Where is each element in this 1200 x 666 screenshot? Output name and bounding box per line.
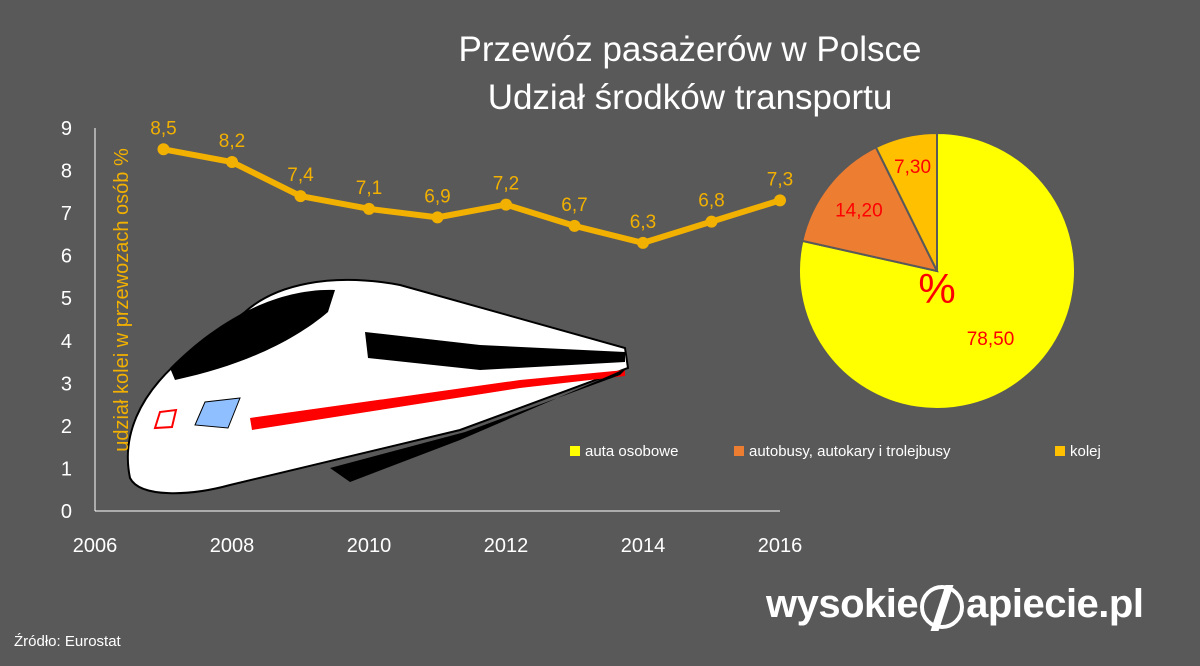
pie-label: 78,50	[967, 329, 1015, 350]
data-label: 6,3	[630, 212, 656, 233]
train-lower-skirt	[330, 368, 627, 482]
y-tick-label: 4	[61, 331, 72, 353]
pie-slice	[801, 145, 939, 273]
x-tick-label: 2012	[484, 535, 529, 557]
data-point	[226, 156, 238, 169]
pie-label: 7,30	[894, 157, 931, 178]
data-label: 6,9	[424, 186, 450, 207]
legend-swatch	[1055, 446, 1065, 456]
data-label: 8,5	[150, 118, 176, 139]
data-label: 8,2	[219, 131, 245, 152]
pie-chart: 78,50 14,20 7,30%	[798, 131, 1076, 410]
data-point	[705, 215, 718, 228]
data-label: 7,2	[493, 174, 519, 195]
data-point	[500, 198, 512, 211]
title-line-2: Udział środków transportu	[487, 78, 893, 117]
legend-label: auta osobowe	[585, 443, 678, 460]
data-point	[294, 190, 307, 203]
train-red-stripe	[250, 370, 625, 430]
x-tick-label: 2014	[621, 535, 666, 557]
data-point	[363, 202, 375, 215]
x-tick-label: 2010	[347, 535, 392, 557]
line-chart-series: 8,5 8,2 7,4 7,1 6,9 7,2 6,7 6,3 6,8 7,3	[150, 118, 793, 249]
data-point	[568, 219, 581, 232]
data-point	[157, 143, 170, 156]
train-windshield	[170, 289, 335, 380]
pie-slice	[874, 131, 938, 272]
data-label: 7,1	[356, 178, 382, 199]
line-chart-axes: 0 1 2 3 4 5 6 7 8 9 2006 2008 2010 2012 2014 2016 udział…	[61, 118, 802, 557]
y-tick-label: 1	[61, 458, 72, 480]
brand-logo: wysokie apiecie.pl	[766, 582, 1144, 629]
y-axis-label: udział kolei w przewozach osób %	[111, 148, 133, 452]
y-tick-label: 2	[61, 416, 72, 438]
brand-left: wysokie	[766, 582, 919, 626]
train-headlight	[153, 408, 178, 430]
data-point	[774, 194, 786, 207]
data-point	[637, 236, 649, 249]
lightning-icon	[920, 584, 965, 629]
data-label: 6,8	[698, 191, 724, 212]
legend-label: autobusy, autokary i trolejbusy	[749, 443, 951, 460]
y-tick-label: 9	[61, 118, 72, 140]
pie-center-label: %	[918, 265, 955, 312]
legend-swatch	[734, 446, 744, 456]
legend-swatch	[570, 446, 580, 456]
y-tick-label: 6	[61, 246, 72, 268]
pie-legend: auta osobowe autobusy, autokary i trolejb…	[570, 443, 1101, 460]
y-tick-label: 7	[61, 203, 72, 225]
x-tick-label: 2008	[210, 535, 255, 557]
train-window-band	[365, 332, 625, 370]
data-label: 7,4	[287, 165, 314, 186]
y-tick-label: 3	[61, 373, 72, 395]
series-line	[162, 146, 781, 246]
y-tick-label: 8	[61, 161, 72, 183]
train-headlight-window	[194, 397, 241, 429]
x-tick-label: 2006	[73, 535, 118, 557]
title-line-1: Przewóz pasażerów w Polsce	[458, 30, 922, 69]
source-note: Źródło: Eurostat	[14, 633, 121, 650]
pie-slice	[798, 131, 1076, 410]
y-tick-label: 0	[61, 501, 72, 523]
pie-label: 14,20	[835, 201, 883, 222]
data-point	[431, 211, 444, 224]
data-label: 6,7	[561, 195, 587, 216]
legend-label: kolej	[1070, 443, 1101, 460]
y-tick-label: 5	[61, 288, 72, 310]
train-illustration	[126, 279, 630, 495]
data-label: 7,3	[767, 169, 793, 190]
x-tick-label: 2016	[758, 535, 803, 557]
brand-right: apiecie.pl	[966, 582, 1144, 626]
